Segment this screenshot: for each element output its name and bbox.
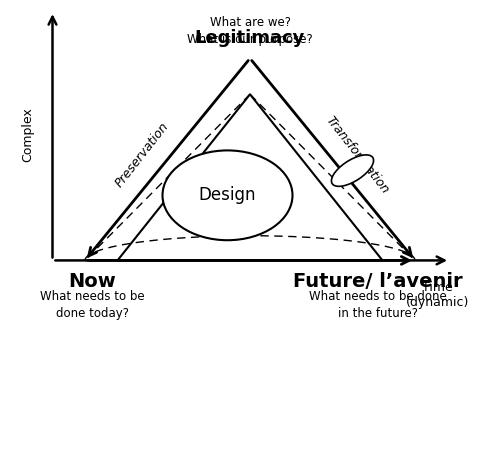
Text: Legitimacy: Legitimacy (195, 29, 305, 47)
Text: Preservation: Preservation (113, 120, 172, 190)
Text: Design: Design (199, 186, 256, 204)
Text: Now: Now (68, 272, 116, 291)
Ellipse shape (332, 155, 374, 186)
Text: Future/ l’avenir: Future/ l’avenir (292, 272, 462, 291)
Text: Time
(dynamic): Time (dynamic) (406, 281, 469, 308)
Text: What needs to be done
in the future?: What needs to be done in the future? (308, 290, 446, 320)
Text: Transformation: Transformation (324, 114, 392, 196)
Ellipse shape (162, 150, 292, 240)
Text: What needs to be
done today?: What needs to be done today? (40, 290, 145, 320)
Text: Complex: Complex (21, 107, 34, 162)
Text: What are we?
What is our purpose?: What are we? What is our purpose? (187, 16, 313, 46)
